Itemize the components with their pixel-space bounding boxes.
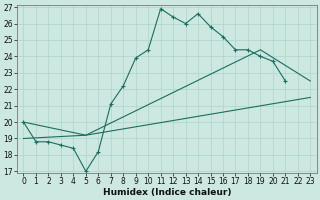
X-axis label: Humidex (Indice chaleur): Humidex (Indice chaleur) xyxy=(103,188,231,197)
